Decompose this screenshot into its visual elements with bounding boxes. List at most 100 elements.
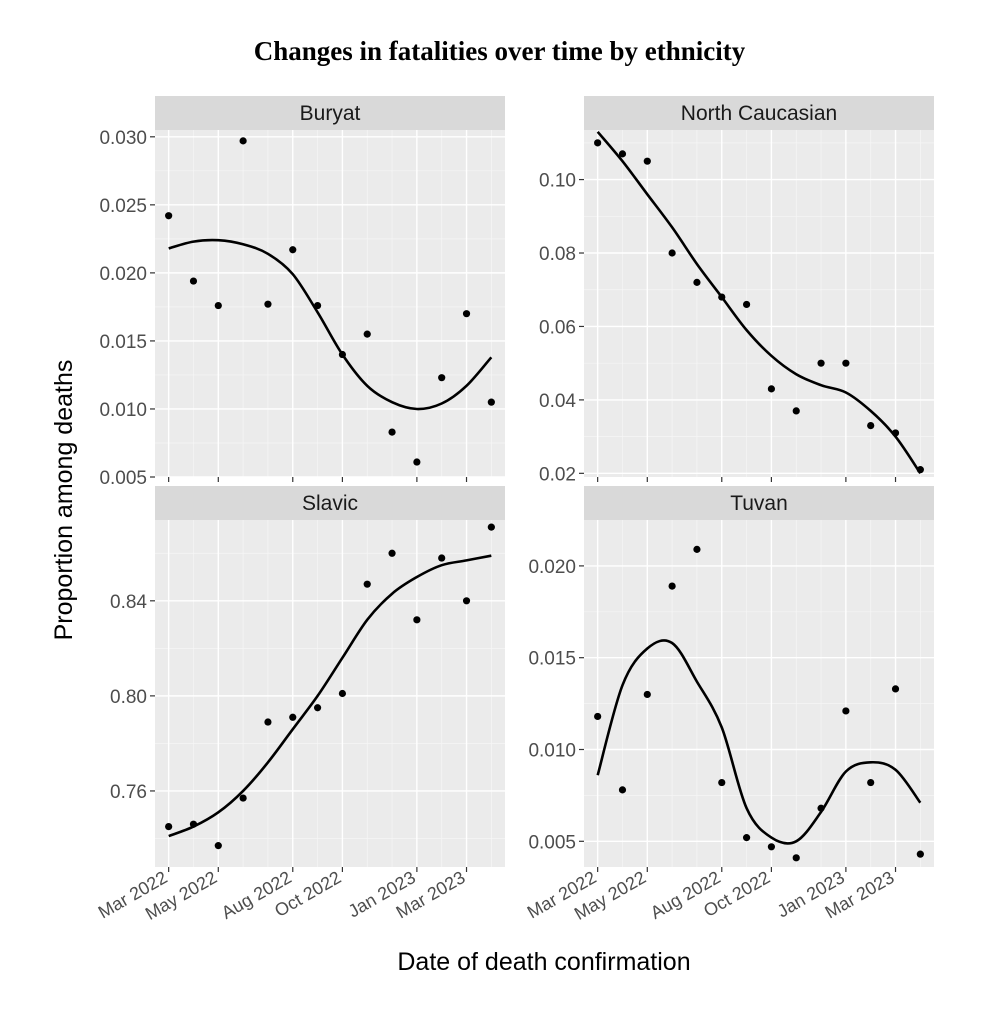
- data-point: [313, 704, 322, 712]
- data-point: [618, 150, 627, 158]
- data-point: [438, 374, 446, 382]
- data-point: [891, 685, 900, 693]
- data-point: [165, 822, 173, 831]
- panel-background: [155, 130, 505, 477]
- data-point: [842, 707, 850, 715]
- y-tick-label: 0.08: [539, 244, 576, 265]
- data-point: [313, 301, 322, 310]
- y-tick-label: 0.76: [110, 782, 147, 803]
- smooth-trend-line: [168, 238, 493, 411]
- facet-strip: [584, 96, 934, 130]
- data-point: [388, 549, 396, 557]
- data-point: [462, 597, 471, 605]
- data-point: [413, 616, 421, 624]
- data-point: [239, 794, 247, 802]
- data-point: [594, 712, 602, 721]
- y-tick-label: 0.10: [539, 171, 576, 192]
- data-point: [338, 689, 347, 698]
- facets: Buryat 0.005 0.010 0.015 0.020 0.025 0.030 Nort…: [99, 96, 934, 872]
- facet-strip-label: Slavic: [302, 492, 358, 515]
- y-tick-label: 0.84: [110, 592, 147, 613]
- data-point: [618, 786, 627, 794]
- y-tick-label: 0.010: [528, 740, 576, 761]
- data-point: [742, 300, 751, 309]
- y-tick-label: 0.020: [99, 264, 147, 285]
- panel-background: [584, 520, 934, 867]
- data-point: [792, 407, 800, 415]
- data-point: [189, 820, 198, 828]
- data-point: [891, 429, 900, 437]
- data-point: [718, 293, 726, 301]
- data-point: [289, 246, 297, 254]
- facet-north-caucasian: North Caucasian 0.02 0.04 0.06 0.08 0.10: [539, 96, 934, 485]
- data-point: [189, 277, 198, 285]
- y-tick-label: 0.015: [99, 332, 147, 353]
- data-point: [817, 359, 825, 367]
- data-point: [668, 582, 676, 590]
- y-tick-label: 0.015: [528, 649, 576, 670]
- smooth-trend-line: [168, 554, 492, 838]
- data-point: [214, 842, 222, 850]
- y-tick-label: 0.030: [99, 128, 147, 149]
- y-tick-label: 0.020: [528, 557, 576, 578]
- smooth-trend-line: [596, 639, 922, 845]
- data-point: [487, 523, 495, 531]
- facet-slavic: Slavic 0.76 0.80 0.84: [110, 486, 505, 872]
- data-point: [239, 137, 247, 145]
- data-point: [487, 398, 495, 406]
- data-point: [792, 854, 800, 862]
- data-point: [594, 139, 602, 147]
- facet-strip-label: North Caucasian: [681, 102, 837, 125]
- y-axis-label: Proportion among deaths: [50, 360, 78, 641]
- data-point: [742, 834, 751, 842]
- y-tick-label: 0.04: [539, 391, 576, 412]
- facet-tuvan: Tuvan 0.005 0.010 0.015 0.020: [528, 486, 934, 872]
- data-point: [413, 458, 421, 466]
- data-point: [264, 300, 272, 308]
- data-point: [842, 359, 850, 367]
- data-point: [867, 421, 875, 430]
- data-point: [363, 330, 371, 338]
- y-tick-label: 0.06: [539, 317, 576, 338]
- y-tick-label: 0.010: [99, 400, 147, 421]
- data-point: [388, 428, 396, 436]
- facet-strip-label: Buryat: [300, 102, 361, 125]
- panel-background: [584, 130, 934, 477]
- data-point: [289, 713, 297, 721]
- y-tick-label: 0.005: [528, 832, 576, 853]
- facet-strip-label: Tuvan: [730, 492, 788, 515]
- data-point: [643, 157, 651, 165]
- data-point: [643, 690, 651, 699]
- data-point: [264, 718, 272, 726]
- data-point: [916, 466, 924, 474]
- facet-strip: [584, 486, 934, 520]
- data-point: [668, 249, 676, 257]
- data-point: [693, 545, 701, 553]
- y-tick-label: 0.025: [99, 196, 147, 217]
- data-point: [718, 778, 726, 787]
- data-point: [767, 843, 776, 851]
- data-point: [693, 278, 701, 286]
- facet-strip: [155, 96, 505, 130]
- smooth-trend-line: [596, 130, 922, 475]
- data-point: [916, 850, 924, 858]
- facet-strip: [155, 486, 505, 520]
- y-tick-label: 0.02: [539, 464, 576, 485]
- data-point: [438, 554, 446, 562]
- x-axis-label: Date of death confirmation: [397, 948, 690, 976]
- y-tick-label: 0.80: [110, 687, 147, 708]
- data-point: [214, 301, 222, 310]
- facet-buryat: Buryat 0.005 0.010 0.015 0.020 0.025 0.030: [99, 96, 505, 489]
- data-point: [363, 580, 371, 588]
- data-point: [165, 212, 173, 220]
- y-tick-label: 0.005: [99, 468, 147, 489]
- data-point: [462, 310, 471, 318]
- data-point: [817, 804, 825, 812]
- chart-title: Changes in fatalities over time by ethni…: [253, 36, 746, 66]
- panel-background: [155, 520, 505, 867]
- data-point: [767, 385, 776, 393]
- data-point: [867, 778, 875, 787]
- data-point: [338, 350, 347, 359]
